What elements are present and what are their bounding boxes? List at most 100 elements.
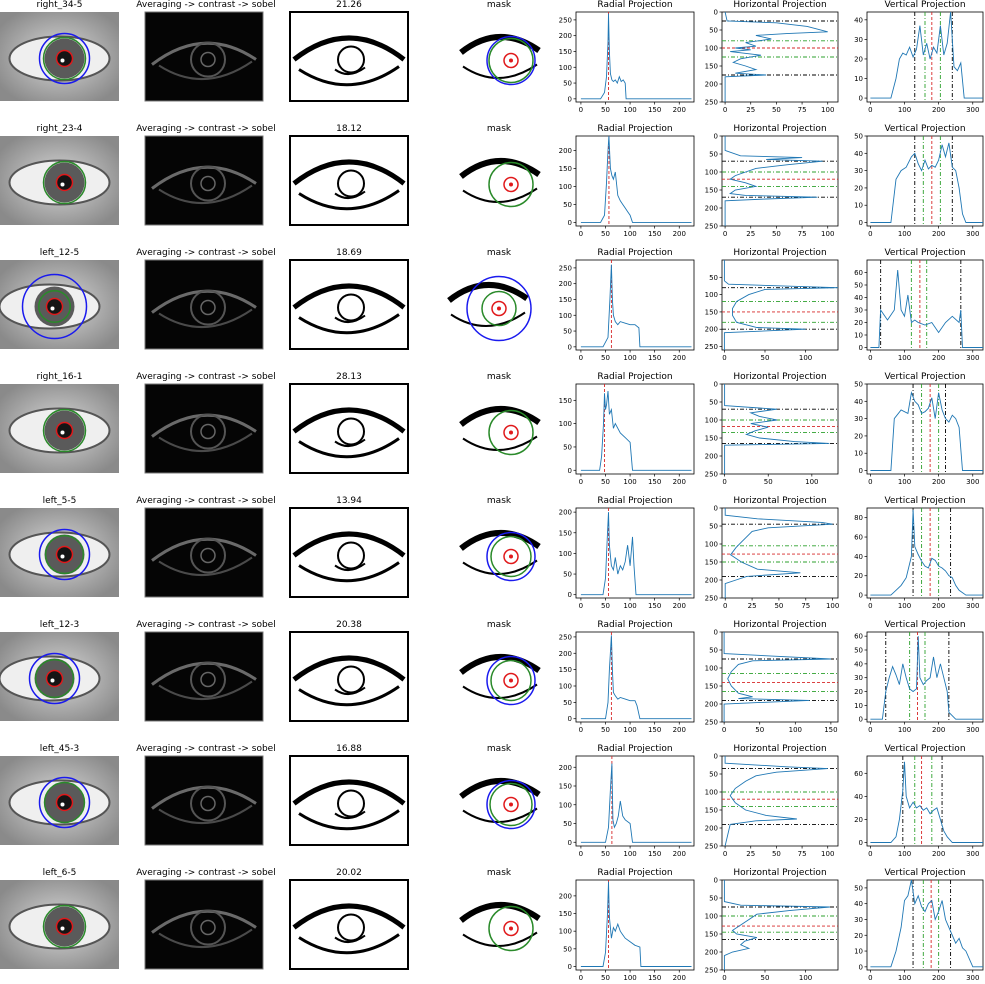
x-tick-label: 0 [579,230,583,238]
y-tick-label: 200 [559,147,572,155]
y-tick-label: 50 [563,443,572,451]
y-tick-label: 150 [705,931,718,939]
x-tick-label: 0 [868,974,872,982]
y-tick-label: 0 [568,591,572,599]
y-tick-label: 0 [859,467,863,475]
y-tick-label: 100 [559,928,572,936]
mask-image [459,654,541,706]
plot-title: Horizontal Projection [733,744,827,754]
radial-projection-chart: 0 50 100 150 200 0 50 100 150 [559,383,695,486]
plot-title: Horizontal Projection [733,0,827,10]
y-tick-label: 0 [714,753,718,761]
horizontal-projection-chart: 0 25 50 75 100 0 50 100 150 200 250 [705,133,839,238]
projection-series-line [723,632,831,722]
y-tick-label: 20 [854,432,863,440]
y-tick-label: 0 [568,467,572,475]
y-tick-label: 0 [714,133,718,141]
y-tick-label: 30 [854,167,863,175]
projection-series-line [724,136,823,226]
vertical-projection-chart: 0 100 200 300 0 10 20 30 40 50 60 [854,631,984,734]
sobel-image [144,259,264,350]
x-tick-label: 150 [648,478,661,486]
y-tick-label: 150 [705,63,718,71]
eye-image-title: left_12-3 [39,620,80,630]
projection-series-line [870,269,983,348]
vertical-projection-chart: 0 100 200 300 0 10 20 30 40 50 60 [854,259,984,362]
y-tick-label: 150 [559,910,572,918]
plot-frame [866,135,984,227]
projection-series-line [580,136,692,223]
plot-frame [721,755,839,847]
y-tick-label: 100 [559,683,572,691]
mask-image [459,158,541,208]
y-tick-label: 20 [854,55,863,63]
x-tick-label: 100 [805,478,818,486]
plot-frame [575,879,695,971]
plot-title: Horizontal Projection [733,496,827,506]
vertical-projection-chart: 0 100 200 300 0 20 40 60 80 [854,507,984,610]
y-tick-label: 150 [559,783,572,791]
x-tick-label: 300 [966,850,979,858]
projection-series-line [580,390,692,471]
y-tick-label: 150 [705,187,718,195]
x-tick-label: 200 [673,354,686,362]
x-tick-label: 200 [673,726,686,734]
x-tick-label: 100 [898,602,911,610]
y-tick-label: 200 [705,577,718,585]
edge-binary-image [289,11,409,102]
x-tick-label: 0 [723,850,727,858]
plot-title: Radial Projection [597,0,673,10]
y-tick-label: 30 [854,916,863,924]
y-tick-label: 50 [563,699,572,707]
y-tick-label: 40 [854,150,863,158]
y-tick-label: 50 [563,820,572,828]
eye-image-title: right_23-4 [36,124,83,134]
x-tick-label: 50 [761,354,770,362]
y-tick-label: 20 [854,184,863,192]
y-tick-label: 0 [714,9,718,17]
vertical-projection-chart: 0 100 200 300 0 10 20 30 40 [854,11,984,114]
score-title: 20.38 [336,620,362,630]
x-tick-label: 50 [601,354,610,362]
x-tick-label: 100 [821,230,834,238]
horizontal-projection-chart: 0 25 50 75 100 0 50 100 150 200 250 [705,753,839,858]
mask-title: mask [486,868,512,878]
projection-series-line [580,13,692,100]
plot-title: Vertical Projection [884,620,966,630]
projection-series-line [724,12,828,102]
x-tick-label: 100 [821,850,834,858]
x-tick-label: 200 [932,726,945,734]
score-title: 18.12 [336,124,362,134]
x-tick-label: 0 [868,230,872,238]
sobel-image [144,755,264,846]
y-tick-label: 0 [859,95,863,103]
x-tick-label: 0 [579,106,583,114]
edge-binary-image [289,259,409,350]
y-tick-label: 150 [705,435,718,443]
x-tick-label: 200 [673,106,686,114]
vertical-projection-chart: 0 100 200 300 0 20 40 60 [854,755,984,858]
plot-title: Vertical Projection [884,248,966,258]
plot-frame [575,631,695,723]
x-tick-label: 0 [579,850,583,858]
plot-title: Radial Projection [597,124,673,134]
y-tick-label: 50 [709,27,718,35]
y-tick-label: 200 [705,453,718,461]
sobel-image [144,631,264,722]
y-tick-label: 50 [709,151,718,159]
sobel-title: Averaging -> contrast -> sobel [136,868,276,878]
edge-binary-image [289,135,409,226]
x-tick-label: 50 [601,974,610,982]
x-tick-label: 50 [772,106,781,114]
y-tick-label: 50 [563,80,572,88]
y-tick-label: 100 [559,550,572,558]
x-tick-label: 200 [932,230,945,238]
eye-photo [0,260,119,349]
y-tick-label: 0 [714,381,718,389]
horizontal-projection-chart: 0 25 50 75 100 0 50 100 150 200 250 [705,505,840,611]
eye-image-title: right_34-5 [36,0,83,10]
y-tick-label: 50 [563,328,572,336]
mask-title: mask [486,248,512,258]
sobel-title: Averaging -> contrast -> sobel [136,248,276,258]
horizontal-projection-chart: 0 50 100 150 0 50 100 150 200 250 [705,629,839,734]
